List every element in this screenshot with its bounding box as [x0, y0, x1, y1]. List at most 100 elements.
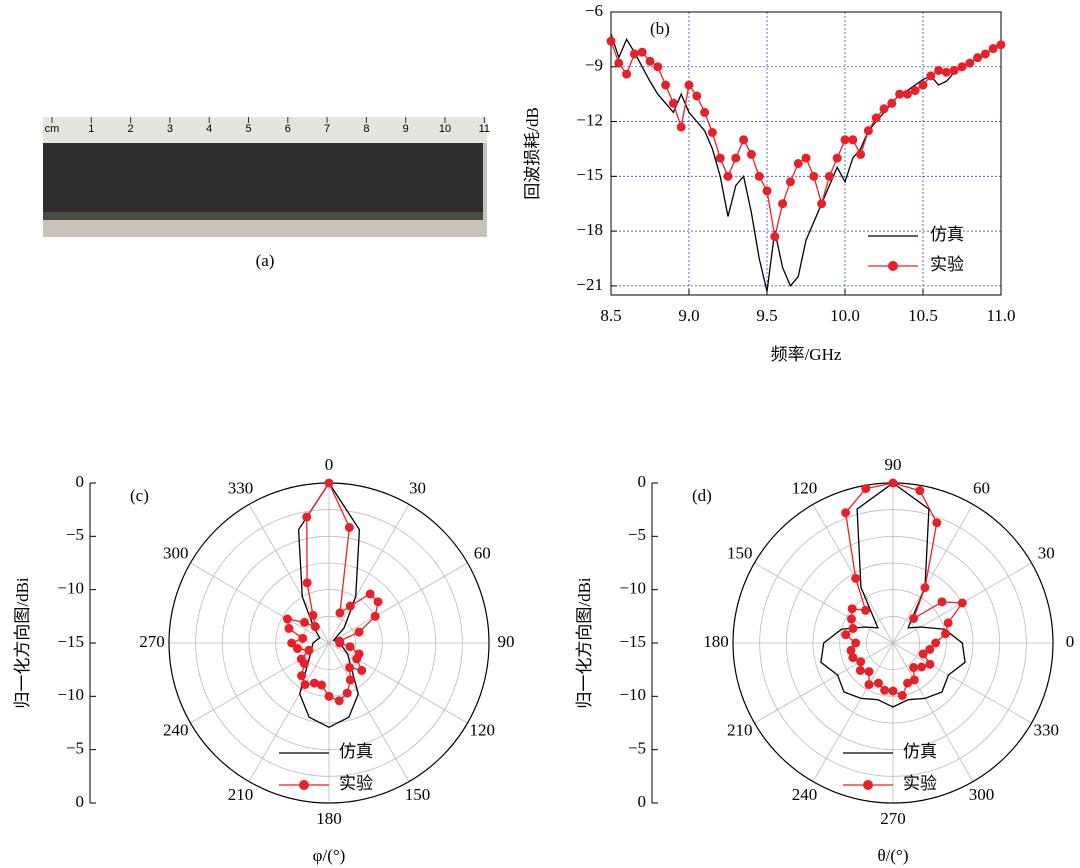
plot-frame [610, 11, 1002, 296]
marker [965, 58, 975, 68]
angle-label: 120 [470, 720, 496, 739]
angle-label: 150 [405, 785, 431, 804]
marker [754, 171, 764, 181]
marker [855, 665, 865, 675]
legend-label: 仿真 [339, 742, 373, 761]
marker [762, 186, 772, 196]
marker [778, 199, 788, 209]
marker [723, 171, 733, 181]
marker [897, 691, 907, 701]
ruler-label: 4 [206, 123, 212, 135]
marker [863, 126, 873, 136]
ruler-label: 9 [403, 123, 409, 135]
marker [861, 484, 871, 494]
marker [848, 135, 858, 145]
spoke [248, 642, 330, 782]
marker [629, 49, 639, 59]
antenna-edge [43, 212, 483, 220]
marker [925, 644, 935, 654]
r-tick-label: −10 [619, 579, 646, 598]
r-tick-label: 0 [638, 472, 647, 491]
angle-label: 210 [727, 720, 753, 739]
spoke [892, 642, 974, 782]
marker [856, 657, 866, 667]
marker [909, 613, 919, 623]
y-axis-title: 归一化方向图/dBi [575, 577, 594, 709]
legend-label: 实验 [339, 774, 373, 793]
x-tick-label: 11.0 [986, 306, 1015, 325]
angle-label: 30 [409, 479, 426, 498]
r-tick-label: 0 [76, 792, 85, 811]
angle-label: 270 [139, 632, 165, 651]
ruler-label: 6 [285, 123, 291, 135]
angle-label: 60 [973, 479, 990, 498]
r-tick-label: −5 [628, 739, 646, 758]
marker [937, 597, 947, 607]
marker [918, 649, 928, 659]
marker [606, 36, 616, 46]
marker [957, 598, 967, 608]
angle-label: 240 [792, 785, 818, 804]
marker [298, 633, 308, 643]
x-axis-title: φ/(°) [313, 846, 346, 865]
legend-label: 实验 [903, 774, 937, 793]
marker [707, 128, 717, 138]
ruler-label: 8 [363, 123, 369, 135]
marker [287, 638, 297, 648]
ruler-label: 2 [128, 123, 134, 135]
angle-label: 300 [969, 785, 995, 804]
marker [941, 629, 951, 639]
marker [692, 91, 702, 101]
spoke [248, 504, 330, 644]
ruler-label: 10 [439, 123, 451, 135]
marker [910, 86, 920, 96]
ruler-label: 7 [324, 123, 330, 135]
ruler-label: 5 [245, 123, 251, 135]
spoke [328, 504, 410, 644]
marker [903, 678, 913, 688]
marker [847, 604, 857, 614]
ruler-label: cm [45, 123, 60, 135]
marker [957, 62, 967, 72]
y-tick-label: −12 [576, 110, 603, 129]
marker [846, 645, 856, 655]
marker [292, 644, 302, 654]
marker [354, 627, 364, 637]
panel-label: (b) [650, 19, 670, 38]
marker [934, 65, 944, 75]
marker [846, 614, 856, 624]
marker [848, 653, 858, 663]
r-tick-label: −5 [66, 525, 84, 544]
marker [996, 40, 1006, 50]
marker [324, 691, 334, 701]
marker [352, 654, 362, 664]
spoke [892, 504, 974, 644]
marker [851, 638, 861, 648]
marker [932, 518, 942, 528]
marker [941, 67, 951, 77]
marker [302, 512, 312, 522]
x-tick-label: 8.5 [600, 306, 621, 325]
marker [300, 680, 310, 690]
marker [861, 605, 871, 615]
antenna-body [43, 143, 483, 218]
marker [345, 601, 355, 611]
marker [851, 573, 861, 583]
x-tick-label: 10.5 [908, 306, 938, 325]
marker [668, 98, 678, 108]
legend-label: 仿真 [930, 225, 964, 244]
angle-label: 180 [316, 809, 342, 828]
marker [344, 522, 354, 532]
marker [888, 478, 898, 488]
r-tick-label: −10 [57, 685, 84, 704]
marker [700, 107, 710, 117]
marker [308, 610, 318, 620]
legend-label: 实验 [930, 255, 964, 274]
marker [282, 614, 292, 624]
spoke [754, 562, 894, 644]
marker [925, 659, 935, 669]
angle-label: 210 [228, 785, 254, 804]
spoke [328, 562, 468, 644]
marker [345, 675, 355, 685]
angle-label: 0 [325, 455, 334, 474]
